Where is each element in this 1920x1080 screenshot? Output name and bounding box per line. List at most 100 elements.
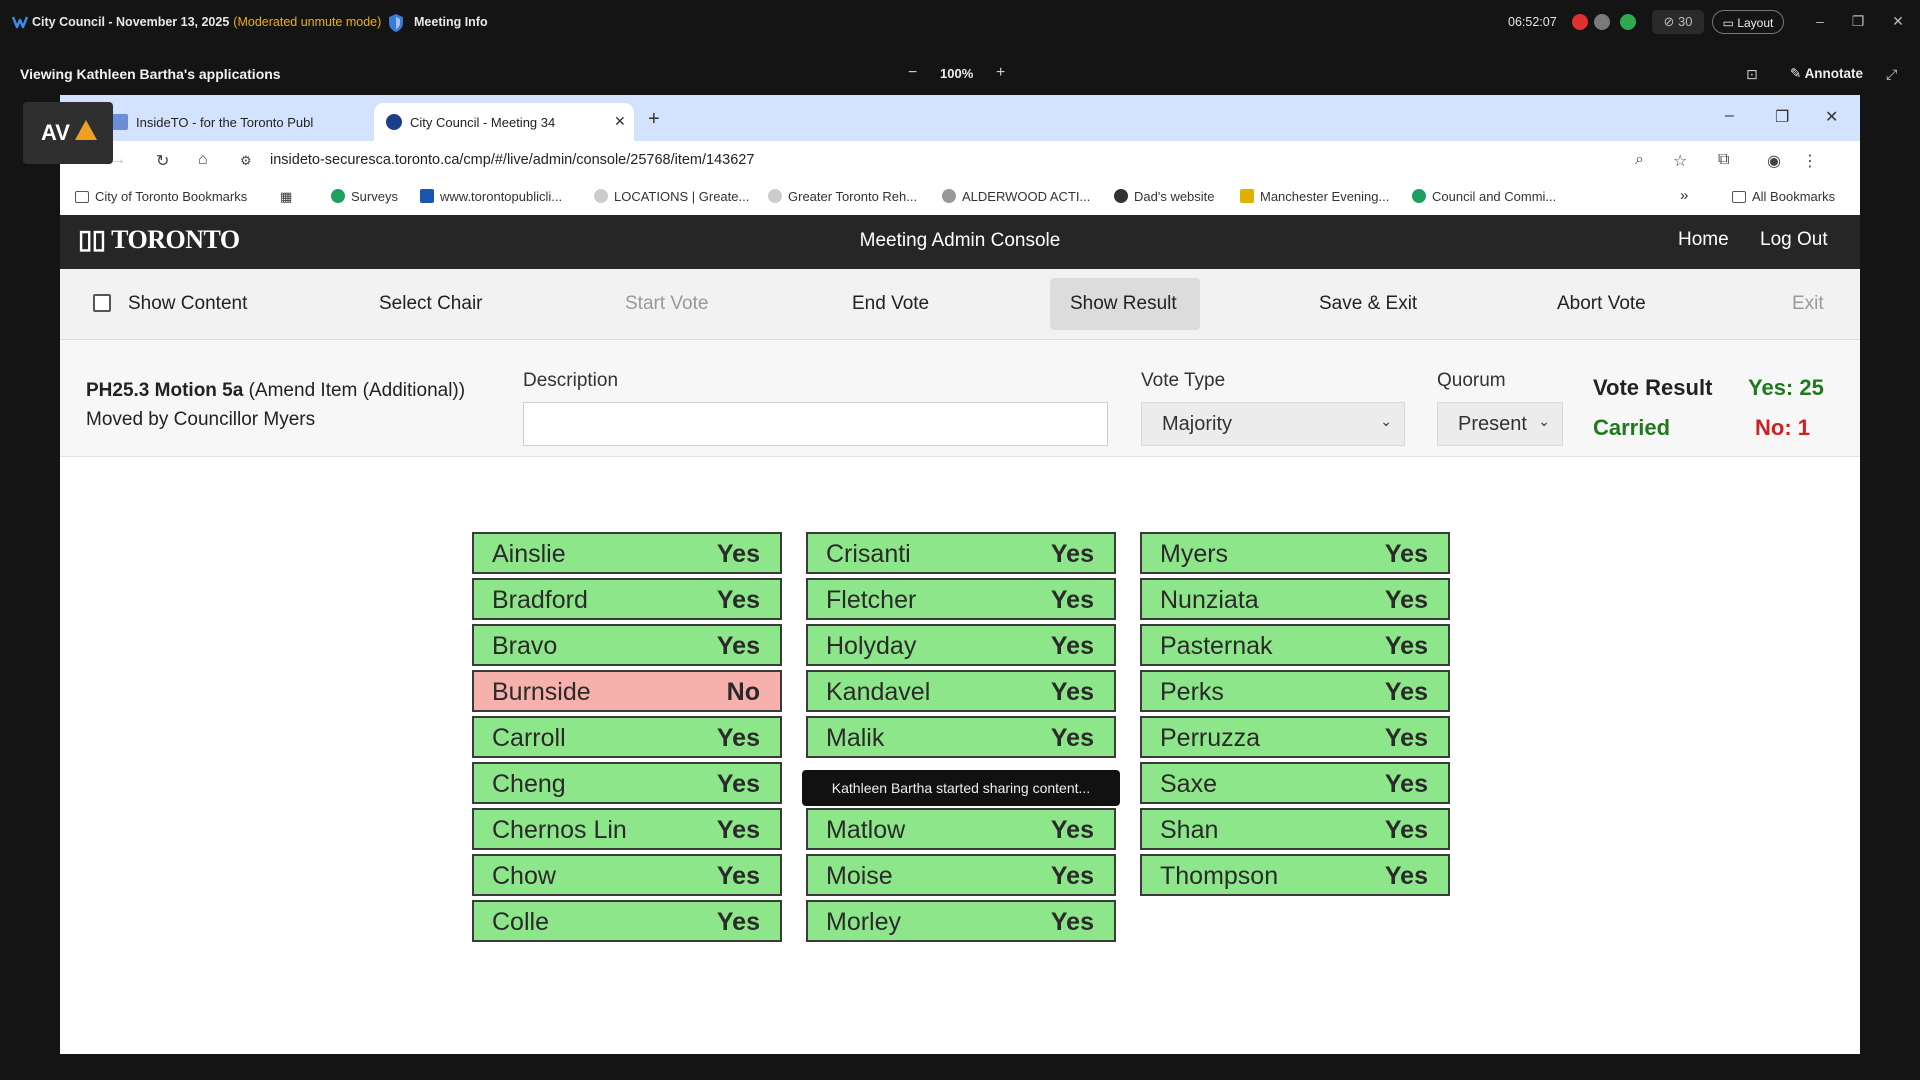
tab-insideto[interactable]: InsideTO - for the Toronto Publ ✕ xyxy=(100,103,400,141)
show-content-label[interactable]: Show Content xyxy=(128,293,248,314)
restore-icon[interactable]: ❐ xyxy=(1851,13,1865,29)
close-icon[interactable]: ✕ xyxy=(1892,13,1904,29)
vote-value: No xyxy=(726,678,760,706)
connection-icon[interactable] xyxy=(1620,14,1636,30)
tab-city-council[interactable]: City Council - Meeting 34 ✕ xyxy=(374,103,634,141)
show-result-label: Show Result xyxy=(1070,293,1177,314)
councillor-name: Pasternak xyxy=(1160,632,1273,660)
meeting-info-button[interactable]: Meeting Info xyxy=(414,15,488,29)
zoom-icon[interactable]: ⌕ xyxy=(1635,151,1644,168)
quorum-label: Quorum xyxy=(1437,370,1506,391)
chart-favicon-icon xyxy=(112,114,128,130)
browser-maximize-icon[interactable]: ❐ xyxy=(1775,109,1790,126)
site-info-icon[interactable]: ⚙ xyxy=(240,153,252,168)
abort-vote-button[interactable]: Abort Vote xyxy=(1557,293,1646,314)
vote-cell: Thompson Yes xyxy=(1140,854,1450,896)
vote-cell: Shan Yes xyxy=(1140,808,1450,850)
nav-logout-link[interactable]: Log Out xyxy=(1760,229,1828,250)
layout-button[interactable]: ▭ Layout xyxy=(1712,10,1784,34)
vote-type-label: Vote Type xyxy=(1141,370,1226,391)
vote-value: Yes xyxy=(1384,678,1428,706)
vote-cell: Colle Yes xyxy=(472,900,782,942)
viewing-label: Viewing Kathleen Bartha's applications xyxy=(20,66,281,82)
zoom-in-button[interactable]: + xyxy=(996,64,1006,81)
bookmark-alderwood[interactable]: ALDERWOOD ACTI... xyxy=(942,189,1090,204)
browser-minimize-icon[interactable]: – xyxy=(1725,107,1734,124)
vote-type-select[interactable]: Majority ⌄ xyxy=(1141,402,1405,446)
end-vote-button[interactable]: End Vote xyxy=(852,293,930,314)
new-tab-button[interactable]: + xyxy=(648,108,660,130)
browser-close-icon[interactable]: ✕ xyxy=(1825,109,1839,126)
bookmark-manchester[interactable]: Manchester Evening... xyxy=(1240,189,1389,204)
forward-icon[interactable]: → xyxy=(110,151,126,168)
show-result-button[interactable]: Show Result xyxy=(1050,278,1200,330)
bookmark-council[interactable]: Council and Commi... xyxy=(1412,189,1556,204)
toronto-logo[interactable]: ▯▯ TORONTO xyxy=(78,225,240,254)
apps-icon[interactable]: ▦ xyxy=(280,189,293,204)
browser-toolbar: → ↻ ⌂ ⚙ insideto-securesca.toronto.ca/cm… xyxy=(60,141,1860,181)
chevron-down-icon: ⌄ xyxy=(1538,413,1550,429)
show-content-checkbox[interactable] xyxy=(93,294,111,312)
vote-value: Yes xyxy=(716,862,760,890)
motion-title: PH25.3 Motion 5a (Amend Item (Additional… xyxy=(86,380,466,401)
ava-badge[interactable]: AV xyxy=(23,102,113,164)
vote-value: Yes xyxy=(1050,540,1094,568)
quorum-select[interactable]: Present ⌄ xyxy=(1437,402,1563,446)
vote-value: Yes xyxy=(716,724,760,752)
vote-cell: Matlow Yes xyxy=(806,808,1116,850)
minimize-icon[interactable]: – xyxy=(1816,13,1824,29)
vote-cell: Moise Yes xyxy=(806,854,1116,896)
councillor-name: Chernos Lin xyxy=(492,816,627,844)
close-tab-icon[interactable]: ✕ xyxy=(614,113,626,129)
vote-value: Yes xyxy=(1384,770,1428,798)
zoom-level: 100% xyxy=(940,66,974,81)
exit-button[interactable]: Exit xyxy=(1792,293,1824,314)
bookmark-tpl[interactable]: www.torontopublicli... xyxy=(420,189,562,204)
vote-control-bar: Show Content Select Chair Start Vote End… xyxy=(60,269,1860,340)
councillor-name: Perks xyxy=(1160,678,1224,706)
councillor-name: Moise xyxy=(826,862,893,890)
vote-cell: Bradford Yes xyxy=(472,578,782,620)
bookmarks-overflow[interactable]: » xyxy=(1680,187,1689,204)
description-input[interactable] xyxy=(523,402,1108,446)
all-bookmarks[interactable]: All Bookmarks xyxy=(1732,189,1835,204)
councillor-name: Perruzza xyxy=(1160,724,1261,752)
bookmark-greater-toronto[interactable]: Greater Toronto Reh... xyxy=(768,189,917,204)
vote-value: Yes xyxy=(1384,724,1428,752)
address-bar[interactable]: insideto-securesca.toronto.ca/cmp/#/live… xyxy=(270,152,755,168)
save-exit-button[interactable]: Save & Exit xyxy=(1319,293,1418,314)
bookmark-folder-city[interactable]: City of Toronto Bookmarks xyxy=(75,189,247,204)
bookmarks-bar: City of Toronto Bookmarks ▦ Surveys www.… xyxy=(60,181,1860,215)
meeting-title: City Council - November 13, 2025 (Moderat… xyxy=(32,15,382,29)
fullscreen-icon[interactable]: ⤢ xyxy=(1886,66,1898,82)
nav-home-link[interactable]: Home xyxy=(1678,229,1729,250)
vote-value: Yes xyxy=(716,908,760,936)
motion-details: PH25.3 Motion 5a (Amend Item (Additional… xyxy=(60,340,1860,457)
participants-count[interactable]: ⊘ 30 xyxy=(1652,10,1704,34)
bookmark-dads-website[interactable]: Dad's website xyxy=(1114,189,1215,204)
bookmark-locations[interactable]: LOCATIONS | Greate... xyxy=(594,189,749,204)
vote-cell: Nunziata Yes xyxy=(1140,578,1450,620)
menu-icon[interactable]: ⋮ xyxy=(1802,153,1818,170)
shield-icon[interactable] xyxy=(387,13,405,33)
annotate-button[interactable]: ✎ Annotate xyxy=(1790,66,1864,81)
privacy-icon[interactable] xyxy=(1594,14,1610,30)
zoom-out-button[interactable]: − xyxy=(908,64,918,81)
meeting-app-bar: City Council - November 13, 2025 (Moderat… xyxy=(0,0,1920,46)
share-control-icon[interactable]: ⊡ xyxy=(1746,66,1758,82)
bookmark-surveys[interactable]: Surveys xyxy=(331,189,398,204)
recording-icon[interactable] xyxy=(1572,14,1588,30)
vote-cell: Chow Yes xyxy=(472,854,782,896)
start-vote-button[interactable]: Start Vote xyxy=(625,293,709,314)
bookmark-star-icon[interactable]: ☆ xyxy=(1673,153,1688,170)
select-chair-button[interactable]: Select Chair xyxy=(379,293,483,314)
profile-icon[interactable]: ◉ xyxy=(1767,153,1781,170)
reload-icon[interactable]: ↻ xyxy=(156,153,170,170)
page-title: Meeting Admin Console xyxy=(859,230,1061,251)
councillor-name: Saxe xyxy=(1160,770,1217,798)
viewing-bar: Viewing Kathleen Bartha's applications −… xyxy=(0,54,1920,94)
home-icon[interactable]: ⌂ xyxy=(198,151,208,168)
councillor-name: Cheng xyxy=(492,770,566,798)
extensions-icon[interactable]: ⧉ xyxy=(1718,151,1730,168)
vote-cell: Burnside No xyxy=(472,670,782,712)
